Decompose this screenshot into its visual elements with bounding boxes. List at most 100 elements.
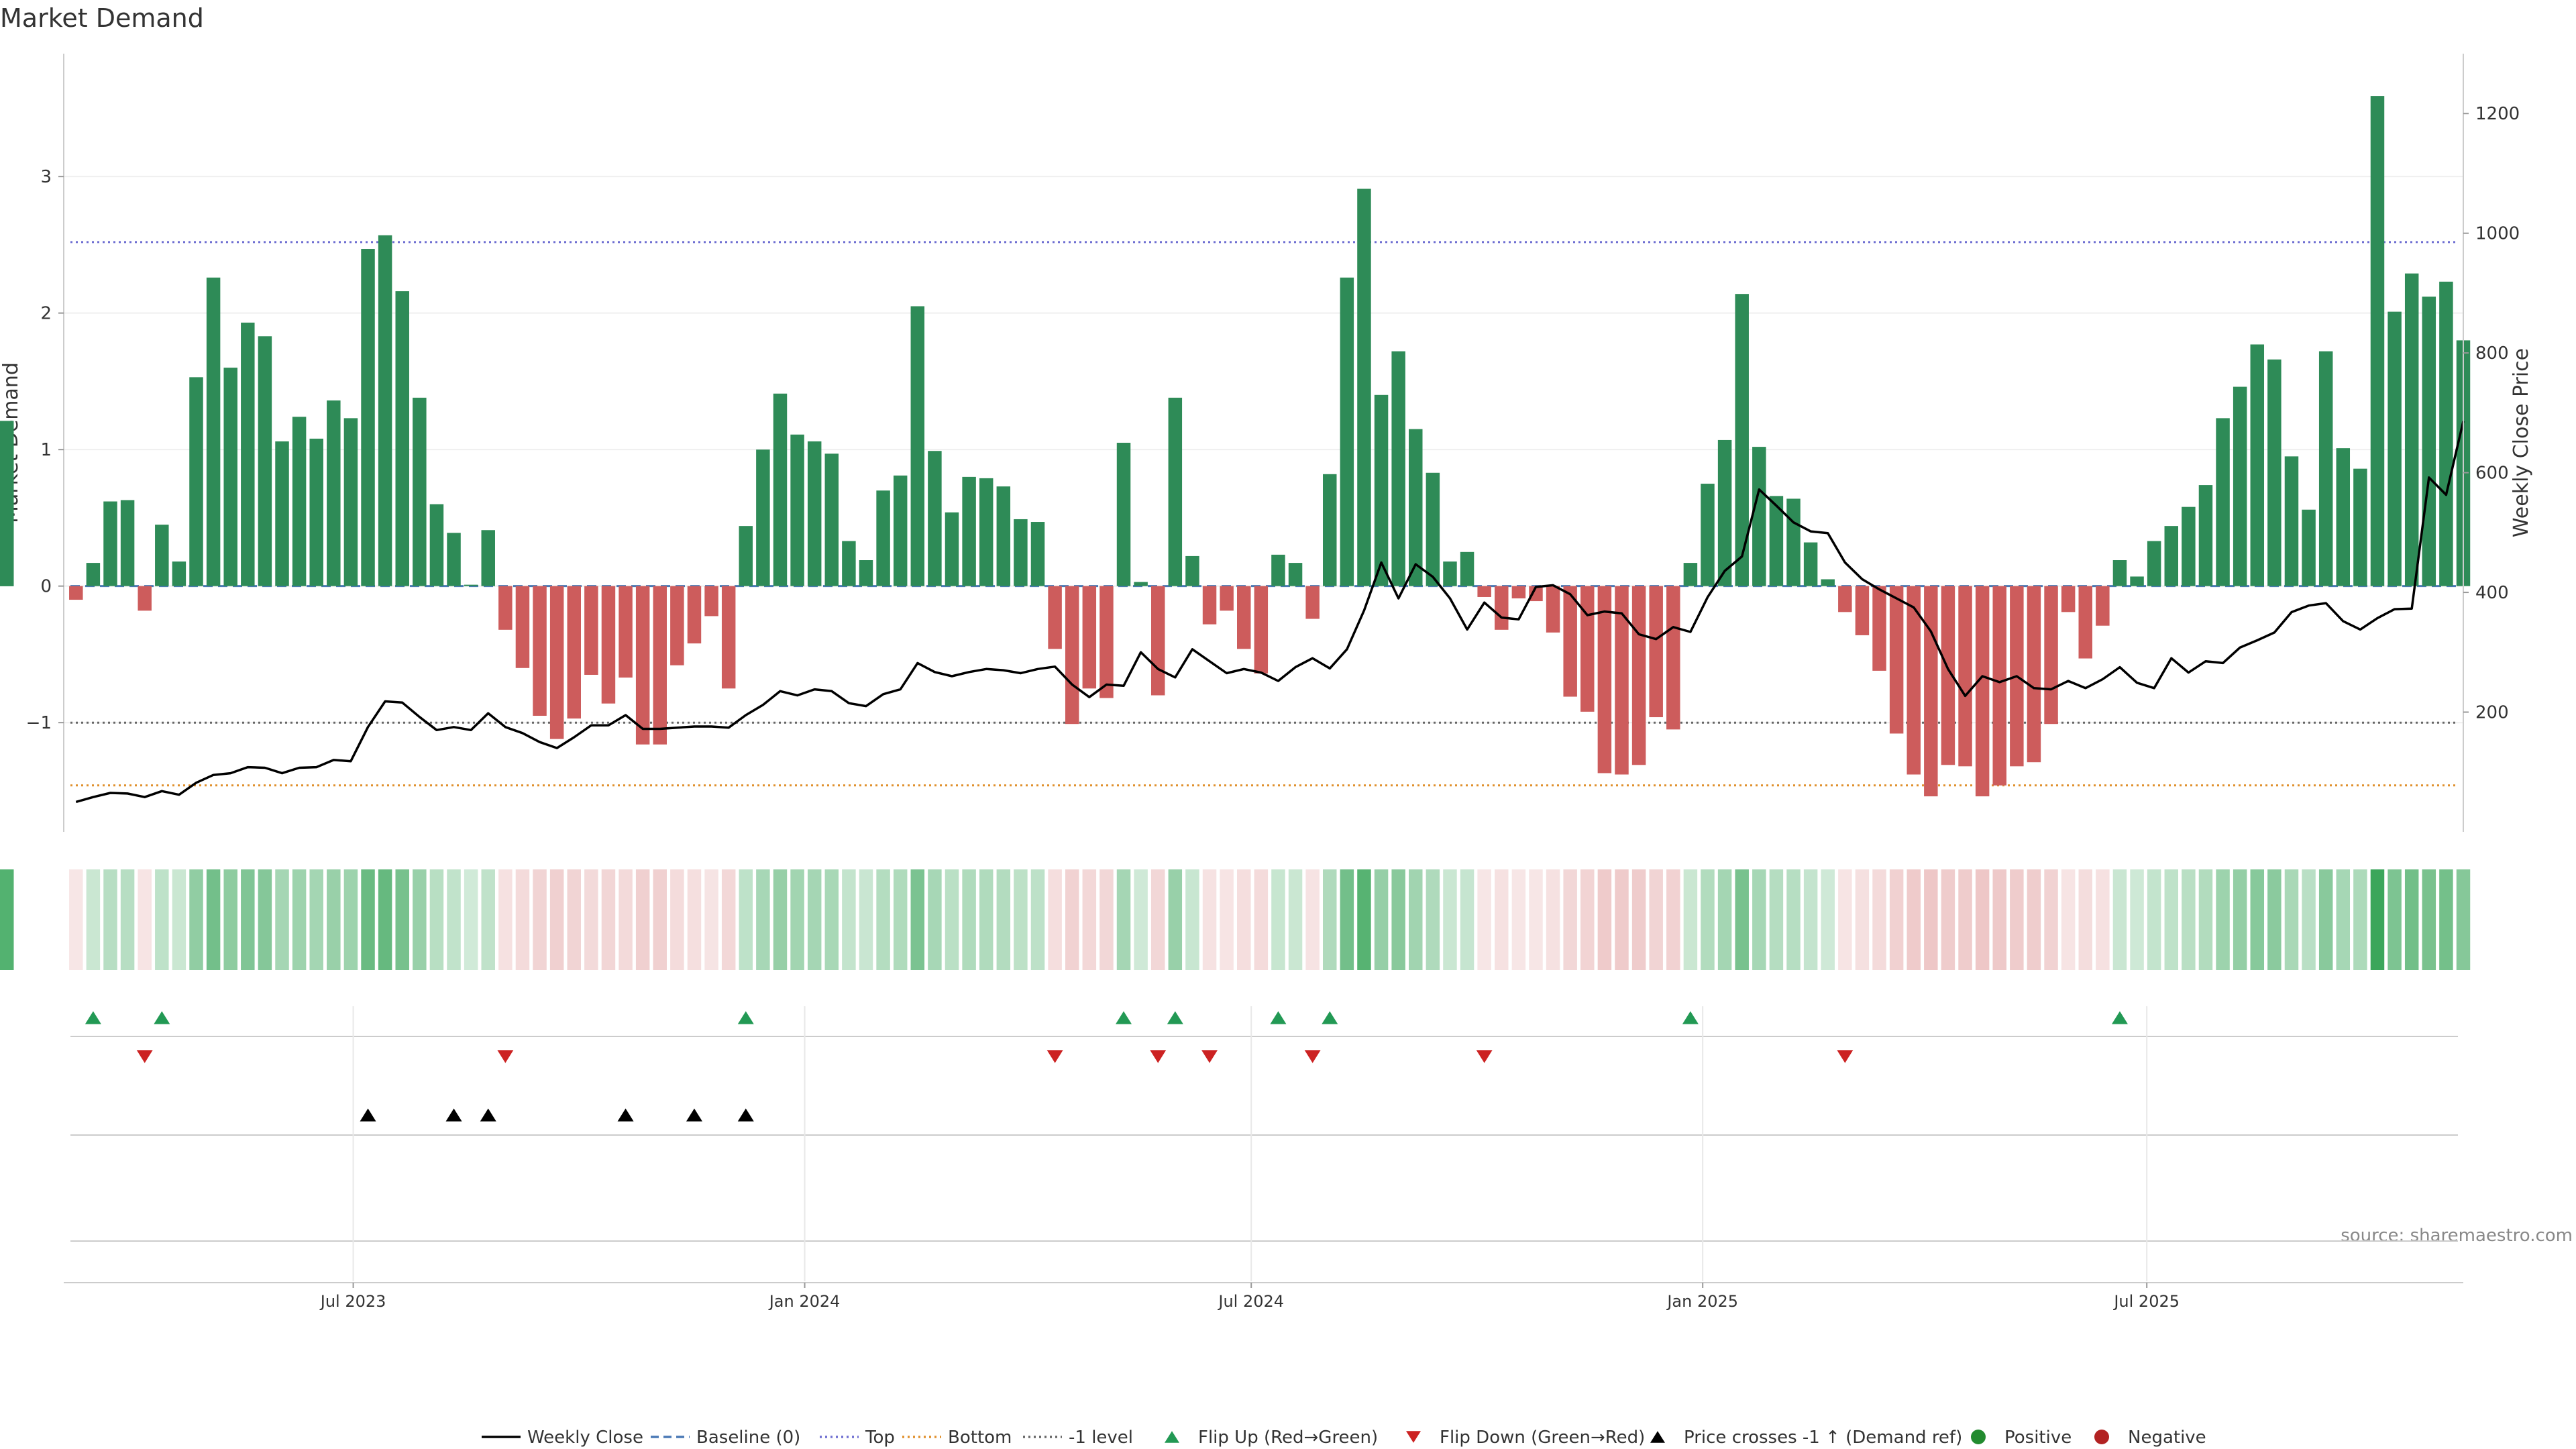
heat-cell <box>1838 869 1852 970</box>
heat-cell <box>549 869 564 970</box>
heat-cell <box>206 869 221 970</box>
heat-cell <box>1992 869 2006 970</box>
demand-bar <box>567 586 581 719</box>
heat-cell <box>361 869 375 970</box>
heat-cell <box>1631 869 1646 970</box>
demand-bar <box>481 530 495 586</box>
heat-cell <box>309 869 323 970</box>
heat-cell <box>739 869 753 970</box>
demand-bar <box>2439 281 2453 586</box>
demand-bar <box>172 561 186 586</box>
flip-up-marker <box>1116 1011 1132 1024</box>
heat-cell <box>1014 869 1028 970</box>
heat-cell <box>584 869 598 970</box>
demand-bar <box>1546 586 1560 633</box>
legend-label: Bottom <box>948 1428 1012 1448</box>
flip-up-marker <box>85 1011 101 1024</box>
heat-cell <box>1254 869 1269 970</box>
demand-bar <box>327 400 341 586</box>
price-cross-marker <box>617 1108 634 1122</box>
x-tick-label: Jul 2024 <box>1217 1292 1284 1311</box>
demand-bar <box>1150 586 1165 696</box>
legend-swatch <box>1406 1431 1421 1443</box>
heat-cell <box>2250 869 2265 970</box>
demand-bar <box>945 512 959 586</box>
heat-cell <box>1529 869 1543 970</box>
legend-label: Weekly Close <box>527 1428 643 1448</box>
flip-up-marker <box>1167 1011 1183 1024</box>
demand-bar <box>103 501 117 586</box>
y2-tick-label: 1200 <box>2475 104 2520 124</box>
demand-bar <box>1838 586 1852 612</box>
demand-bar <box>533 586 547 716</box>
demand-bar <box>1958 586 1972 767</box>
demand-bar <box>653 586 667 745</box>
demand-bar <box>86 563 101 586</box>
demand-bar <box>807 441 822 586</box>
legend-label: Flip Down (Green→Red) <box>1440 1428 1645 1448</box>
heat-cell <box>619 869 633 970</box>
heat-cell <box>996 869 1011 970</box>
demand-bar <box>739 526 753 586</box>
heat-cell <box>2387 869 2402 970</box>
demand-bar <box>2250 344 2265 586</box>
heat-cell <box>2370 869 2385 970</box>
flip-down-marker <box>1304 1050 1321 1063</box>
demand-bar <box>1786 498 1801 586</box>
heat-cell <box>1563 869 1577 970</box>
demand-bar <box>2044 586 2058 724</box>
flip-down-marker <box>1046 1050 1063 1063</box>
demand-bar <box>962 476 976 586</box>
heat-cell <box>1683 869 1698 970</box>
demand-bar <box>1477 586 1491 597</box>
x-tick-label: Jan 2025 <box>1666 1292 1738 1311</box>
demand-bar <box>687 586 702 644</box>
demand-bar <box>498 586 513 630</box>
demand-bar <box>1116 443 1131 586</box>
heat-cell <box>1116 869 1131 970</box>
price-cross-marker <box>737 1108 754 1122</box>
heat-cell <box>1065 869 1079 970</box>
demand-bar <box>910 306 925 586</box>
heat-cell <box>1340 869 1354 970</box>
heat-cell <box>327 869 341 970</box>
demand-bar <box>1048 586 1062 649</box>
x-tick-label: Jul 2025 <box>2112 1292 2180 1311</box>
demand-bar <box>1357 189 1371 586</box>
demand-bar <box>2233 386 2247 586</box>
heat-cell <box>1821 869 1835 970</box>
heat-cell <box>807 869 822 970</box>
demand-bar <box>1563 586 1577 697</box>
y-tick-label: 1 <box>40 440 52 460</box>
heat-cell <box>1426 869 1440 970</box>
heat-cell <box>447 869 461 970</box>
heat-cell <box>1220 869 1234 970</box>
demand-bar <box>138 586 152 611</box>
demand-bar <box>1701 484 1715 586</box>
heat-cell <box>498 869 513 970</box>
demand-bar <box>429 504 444 586</box>
demand-bar <box>1735 294 1749 586</box>
demand-bar <box>1495 586 1509 630</box>
demand-bar <box>2182 506 2196 586</box>
heat-cell <box>1134 869 1148 970</box>
heat-cell <box>1391 869 1405 970</box>
demand-bar <box>1941 586 1955 765</box>
heat-cell <box>1202 869 1217 970</box>
demand-bar <box>1374 394 1389 586</box>
heat-cell <box>2302 869 2316 970</box>
demand-bar <box>2336 448 2351 586</box>
demand-bar <box>1271 554 1285 586</box>
heat-cell <box>1924 869 1938 970</box>
demand-bar <box>447 533 461 586</box>
heat-cell <box>86 869 101 970</box>
heat-cell <box>704 869 718 970</box>
demand-bar <box>979 478 994 586</box>
demand-bar <box>1511 586 1526 598</box>
demand-bar <box>343 418 358 586</box>
heat-cell <box>1048 869 1062 970</box>
heat-cell <box>910 869 925 970</box>
heat-cell <box>824 869 839 970</box>
heat-cell <box>2010 869 2024 970</box>
heat-cell <box>1511 869 1526 970</box>
